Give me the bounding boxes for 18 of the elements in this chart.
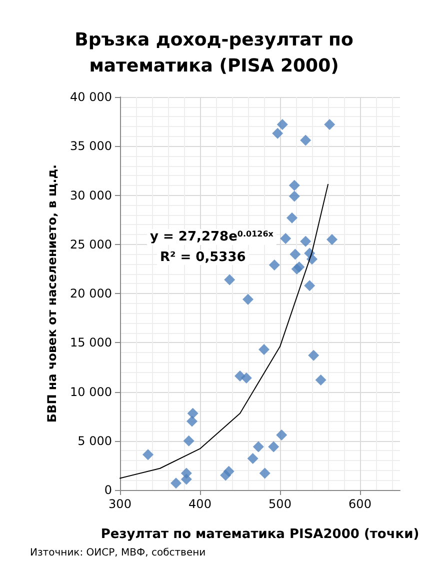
y-axis-title: БВП на човек от населението, в щ.д. — [45, 164, 59, 423]
y-tick-label: 30 000 — [70, 188, 112, 202]
y-tick-label: 0 — [104, 483, 112, 497]
x-axis-title: Резултат по математика PISA2000 (точки) — [100, 527, 420, 542]
x-tick-label: 400 — [188, 497, 212, 511]
x-tick-label: 300 — [108, 497, 132, 511]
y-tick-label: 25 000 — [70, 237, 112, 252]
y-tick-label: 5 000 — [78, 434, 112, 448]
x-tick-label: 500 — [268, 497, 292, 511]
y-tick-label: 40 000 — [70, 90, 112, 104]
y-tick-label: 35 000 — [70, 139, 112, 154]
text: Източник: ОИСР, МВФ, собствени — [30, 548, 206, 558]
y-tick-label: 20 000 — [70, 286, 112, 300]
y-tick-label: 15 000 — [70, 336, 112, 350]
chart-title: Връзка доход-резултат по математика (PISA 2000) — [74, 30, 354, 76]
annotation: R² = 0,5336 — [160, 250, 246, 265]
y-tick-label: 10 000 — [70, 384, 112, 399]
x-tick-label: 600 — [348, 497, 372, 511]
